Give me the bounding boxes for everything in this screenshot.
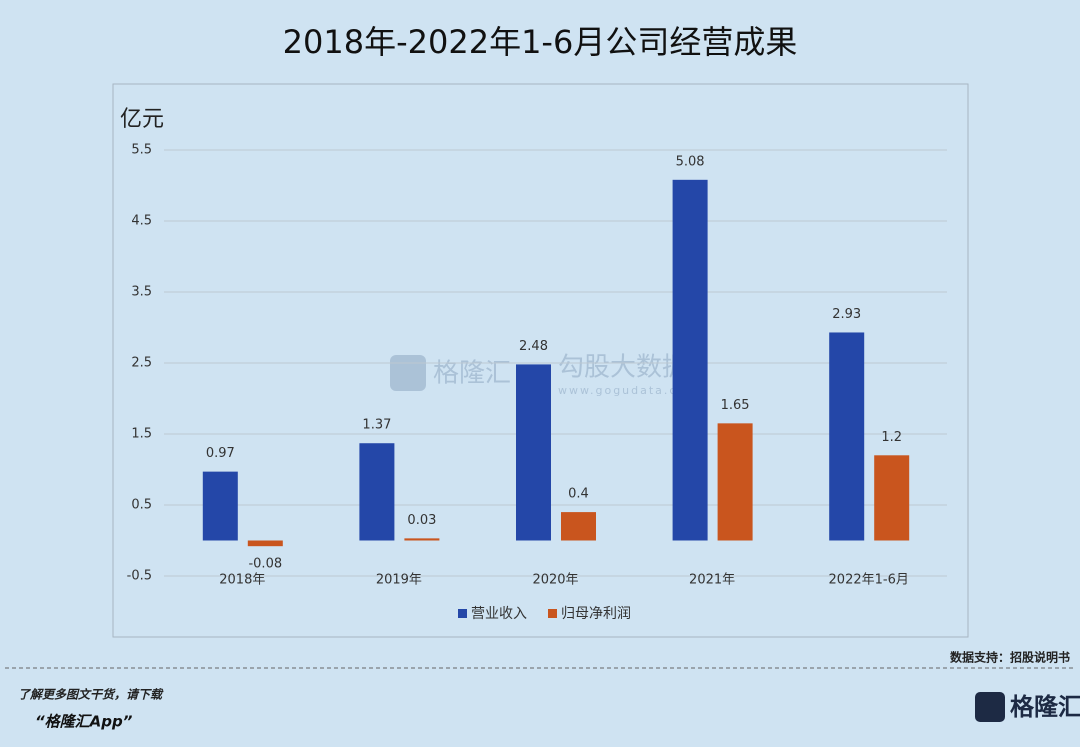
x-tick-label: 2022年1-6月 xyxy=(829,573,909,588)
value-label: -0.08 xyxy=(248,557,282,572)
value-label: 0.97 xyxy=(206,446,235,461)
plot-frame xyxy=(112,83,969,638)
bar xyxy=(672,179,708,541)
x-tick-label: 2018年 xyxy=(219,573,265,588)
x-tick-label: 2021年 xyxy=(689,573,735,588)
logo-icon xyxy=(975,692,1005,722)
promo: 了解更多图文干货，请下载 xyxy=(18,688,164,702)
bar xyxy=(874,455,910,541)
watermark-url: www.gogudata.com xyxy=(558,384,699,397)
bar xyxy=(561,512,596,541)
value-label: 0.4 xyxy=(568,487,589,502)
value-label: 1.2 xyxy=(881,430,902,445)
bar xyxy=(359,443,395,541)
watermark-icon xyxy=(390,355,426,391)
x-tick-label: 2019年 xyxy=(376,573,422,588)
app-name: “格隆汇App” xyxy=(35,713,133,731)
bar xyxy=(516,364,551,541)
legend-label: 归母净利润 xyxy=(561,605,631,622)
y-tick-label: 1.5 xyxy=(131,427,152,442)
value-label: 1.37 xyxy=(362,418,391,433)
bar xyxy=(829,332,865,541)
bar xyxy=(717,423,753,541)
y-tick-label: 2.5 xyxy=(131,356,152,371)
chart-title: 2018年-2022年1-6月公司经营成果 xyxy=(283,23,798,61)
y-tick-label: 4.5 xyxy=(131,214,152,229)
value-label: 2.93 xyxy=(832,307,861,322)
legend-swatch xyxy=(548,609,557,618)
y-unit: 亿元 xyxy=(120,107,164,132)
value-label: 1.65 xyxy=(721,398,750,413)
x-tick-label: 2020年 xyxy=(532,573,578,588)
logo-text: 格隆汇 xyxy=(1010,693,1080,721)
bar xyxy=(404,538,440,541)
y-tick-label: 5.5 xyxy=(131,143,152,158)
value-label: 2.48 xyxy=(519,339,548,354)
watermark: 格隆汇 勾股大数据 www.gogudata.com xyxy=(390,353,699,397)
legend-label: 营业收入 xyxy=(471,606,527,622)
bar xyxy=(247,540,283,547)
watermark-partner: 勾股大数据 xyxy=(558,353,688,383)
value-label: 0.03 xyxy=(407,513,436,528)
y-tick-label: 0.5 xyxy=(131,498,152,513)
y-tick-label: -0.5 xyxy=(127,569,152,584)
y-tick-label: 3.5 xyxy=(131,285,152,300)
bar xyxy=(202,471,238,541)
value-label: 5.08 xyxy=(676,154,705,169)
source: 数据支持：招股说明书 xyxy=(950,650,1070,665)
legend-swatch xyxy=(458,609,467,618)
